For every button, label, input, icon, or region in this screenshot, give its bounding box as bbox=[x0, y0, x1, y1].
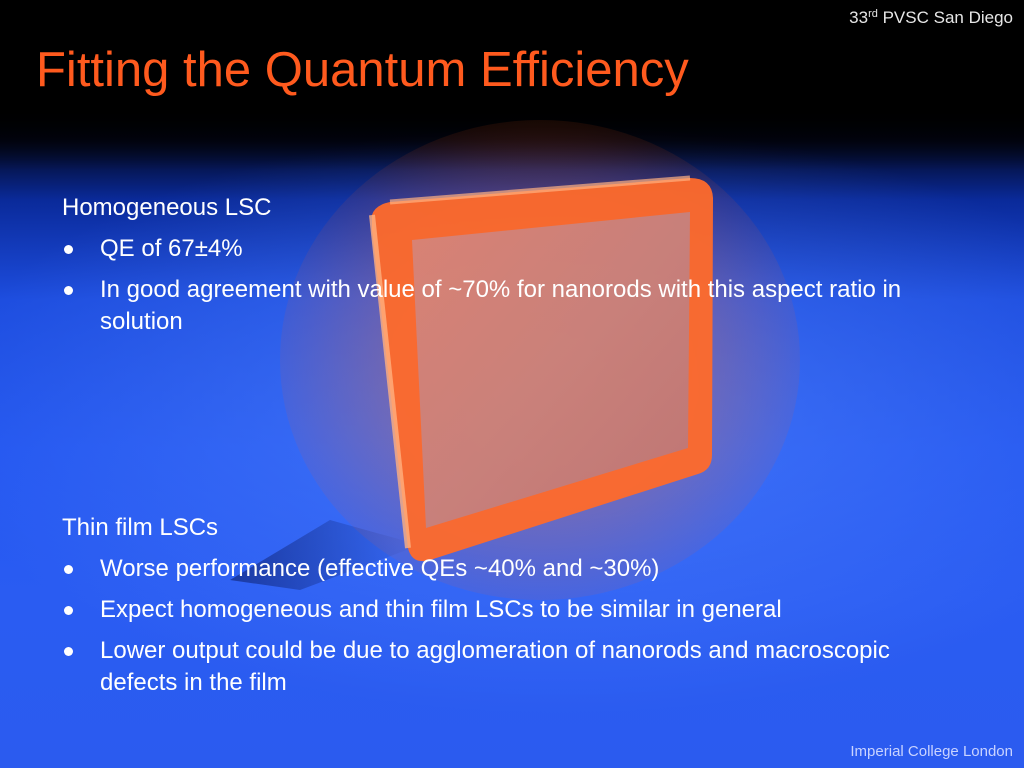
bullet-item: Worse performance (effective QEs ~40% an… bbox=[62, 553, 962, 585]
conference-number: 33 bbox=[849, 8, 869, 27]
footer-institution: Imperial College London bbox=[850, 743, 1013, 760]
bullet-item: In good agreement with value of ~70% for… bbox=[62, 274, 920, 338]
bullet-text: Worse performance (effective QEs ~40% an… bbox=[100, 555, 660, 582]
section-homogeneous: Homogeneous LSC QE of 67±4% In good agre… bbox=[62, 193, 962, 347]
conference-label: 33rd PVSC San Diego bbox=[849, 8, 1013, 28]
bullet-dot-icon bbox=[64, 647, 73, 656]
section-heading: Thin film LSCs bbox=[62, 514, 219, 541]
conference-ordinal: rd bbox=[868, 8, 878, 20]
bullet-text: Lower output could be due to agglomerati… bbox=[100, 637, 890, 696]
bullet-item: Expect homogeneous and thin film LSCs to… bbox=[62, 594, 962, 626]
bullet-list: Worse performance (effective QEs ~40% an… bbox=[62, 553, 962, 699]
bullet-item: QE of 67±4% bbox=[62, 233, 962, 265]
bullet-dot-icon bbox=[64, 286, 73, 295]
bullet-text: QE of 67±4% bbox=[100, 235, 243, 262]
bullet-list: QE of 67±4% In good agreement with value… bbox=[62, 233, 962, 338]
slide-title: Fitting the Quantum Efficiency bbox=[36, 43, 689, 97]
bullet-dot-icon bbox=[64, 606, 73, 615]
bullet-text: Expect homogeneous and thin film LSCs to… bbox=[100, 596, 782, 623]
bullet-dot-icon bbox=[64, 565, 73, 574]
conference-name: PVSC San Diego bbox=[877, 8, 1013, 27]
bullet-item: Lower output could be due to agglomerati… bbox=[62, 635, 930, 699]
section-heading: Homogeneous LSC bbox=[62, 194, 272, 221]
bullet-dot-icon bbox=[64, 245, 73, 254]
bullet-text: In good agreement with value of ~70% for… bbox=[100, 276, 902, 335]
section-thin-film: Thin film LSCs Worse performance (effect… bbox=[62, 513, 962, 708]
